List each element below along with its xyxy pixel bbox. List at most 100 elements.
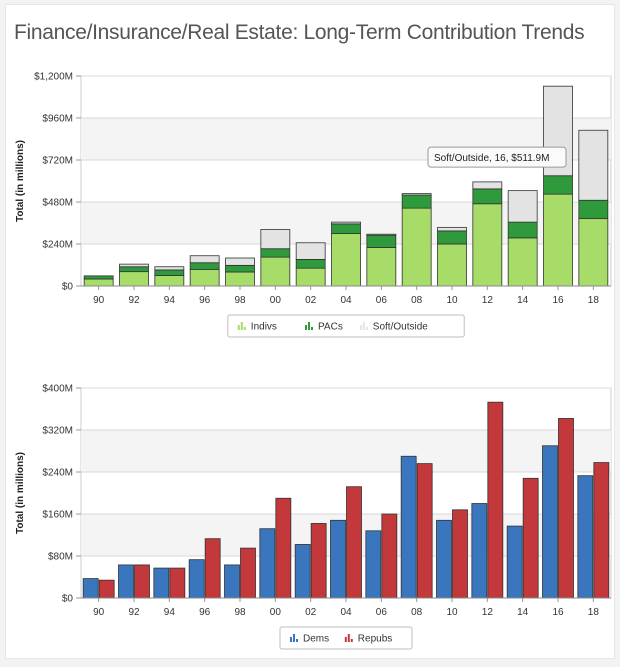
bar-repubs-96[interactable]	[204, 538, 221, 599]
bar-soft-94[interactable]	[154, 266, 185, 271]
bar-dems-04[interactable]	[330, 519, 346, 599]
bar-dems-12[interactable]	[471, 503, 488, 599]
bar-repubs-00[interactable]	[275, 497, 292, 599]
bar-repubs-04[interactable]	[346, 486, 362, 599]
bar-indivs-02[interactable]	[295, 267, 326, 287]
bar-pacs-02[interactable]	[295, 258, 326, 269]
bar-pacs-14[interactable]	[507, 221, 538, 239]
bar-soft-00[interactable]	[260, 229, 291, 250]
bar-pacs-06[interactable]	[366, 234, 397, 248]
bar-indivs-92[interactable]	[119, 271, 149, 287]
bar-dems-18[interactable]	[577, 475, 594, 599]
bar-repubs-16[interactable]	[558, 418, 574, 599]
bar-pacs-12[interactable]	[472, 188, 503, 205]
legend-item-pacs[interactable]: PACs	[305, 322, 343, 333]
grid-band	[81, 430, 611, 472]
y-tick-label: $0	[62, 282, 74, 293]
bar-soft-04[interactable]	[331, 221, 361, 225]
legend-label: Repubs	[358, 634, 392, 645]
bar-dems-06[interactable]	[365, 530, 382, 599]
x-tick-label: 12	[482, 295, 494, 306]
bar-indivs-04[interactable]	[331, 233, 361, 287]
bar-pacs-00[interactable]	[260, 248, 291, 258]
bar-pacs-08[interactable]	[401, 194, 432, 209]
bar-indivs-18[interactable]	[578, 218, 609, 287]
bar-soft-08[interactable]	[401, 193, 432, 196]
bar-dems-90[interactable]	[82, 578, 99, 599]
bar-indivs-94[interactable]	[154, 275, 185, 287]
bar-soft-14[interactable]	[507, 190, 538, 223]
bar-repubs-90[interactable]	[98, 579, 115, 599]
bar-indivs-00[interactable]	[260, 256, 291, 287]
bar-repubs-18[interactable]	[593, 462, 610, 599]
bar-repubs-12[interactable]	[487, 401, 504, 599]
bar-repubs-06[interactable]	[381, 513, 398, 599]
bar-soft-10[interactable]	[437, 226, 467, 232]
x-tick-label: 14	[517, 295, 529, 306]
bar-pacs-90[interactable]	[83, 275, 114, 280]
bar-pacs-04[interactable]	[331, 223, 361, 234]
legend-item-dems[interactable]: Dems	[290, 634, 329, 645]
bar-repubs-98[interactable]	[240, 547, 256, 599]
x-tick-label: 02	[305, 607, 317, 618]
bar-repubs-10[interactable]	[452, 509, 468, 599]
bar-repubs-02[interactable]	[310, 523, 327, 599]
legend-label: Dems	[303, 634, 329, 645]
bar-pacs-96[interactable]	[189, 262, 220, 270]
bar-soft-12[interactable]	[472, 181, 503, 190]
bar-chart-icon	[344, 634, 353, 642]
bar-indivs-12[interactable]	[472, 203, 503, 287]
bar-indivs-96[interactable]	[189, 268, 220, 287]
bar-soft-02[interactable]	[295, 242, 326, 260]
bar-indivs-06[interactable]	[366, 247, 397, 287]
legend-icon-bar	[350, 639, 353, 642]
bar-repubs-14[interactable]	[522, 477, 539, 599]
bar-soft-92[interactable]	[119, 263, 149, 268]
bar-pacs-92[interactable]	[119, 266, 149, 273]
x-tick-label: 18	[588, 607, 600, 618]
tooltip-box	[427, 146, 567, 168]
x-tick-label: 12	[482, 607, 494, 618]
bar-soft-06[interactable]	[366, 233, 397, 236]
legend-item-soft[interactable]: Soft/Outside	[359, 322, 428, 333]
legend-icon-bar	[362, 322, 365, 330]
x-tick-label: 00	[270, 607, 282, 618]
bar-pacs-10[interactable]	[437, 230, 467, 245]
bar-dems-02[interactable]	[294, 544, 311, 599]
legend-item-repubs[interactable]: Repubs	[344, 634, 392, 645]
bar-indivs-10[interactable]	[437, 243, 467, 287]
tooltip-text: Soft/Outside, 16, $511.9M	[434, 153, 549, 164]
bar-dems-92[interactable]	[118, 564, 134, 599]
y-tick-label: $160M	[42, 510, 73, 521]
bar-pacs-98[interactable]	[225, 264, 255, 273]
bar-indivs-16[interactable]	[543, 193, 573, 287]
y-tick-label: $0	[62, 594, 74, 605]
x-tick-label: 10	[446, 295, 458, 306]
bar-repubs-92[interactable]	[134, 564, 150, 599]
bar-pacs-16[interactable]	[543, 175, 573, 195]
bar-indivs-90[interactable]	[83, 278, 114, 287]
bar-soft-98[interactable]	[225, 257, 255, 266]
x-tick-label: 04	[340, 607, 352, 618]
bar-repubs-08[interactable]	[416, 463, 433, 599]
bar-pacs-18[interactable]	[578, 199, 609, 220]
y-tick-label: $1,200M	[34, 72, 73, 83]
legend-item-indivs[interactable]: Indivs	[237, 322, 277, 333]
bar-dems-08[interactable]	[400, 455, 417, 599]
bar-dems-96[interactable]	[188, 559, 205, 599]
bar-indivs-08[interactable]	[401, 207, 432, 287]
legend-label: PACs	[318, 322, 343, 333]
bar-soft-18[interactable]	[578, 129, 609, 201]
bar-soft-96[interactable]	[189, 255, 220, 264]
bar-dems-94[interactable]	[153, 567, 170, 599]
bar-indivs-14[interactable]	[507, 237, 538, 287]
legend-box	[227, 314, 465, 338]
bar-repubs-94[interactable]	[169, 567, 186, 599]
bar-indivs-98[interactable]	[225, 271, 255, 287]
bar-pacs-94[interactable]	[154, 269, 185, 276]
bar-dems-14[interactable]	[506, 525, 523, 599]
bar-dems-16[interactable]	[542, 445, 558, 599]
bar-dems-98[interactable]	[224, 564, 240, 599]
bar-dems-00[interactable]	[259, 528, 276, 599]
bar-dems-10[interactable]	[436, 519, 452, 599]
